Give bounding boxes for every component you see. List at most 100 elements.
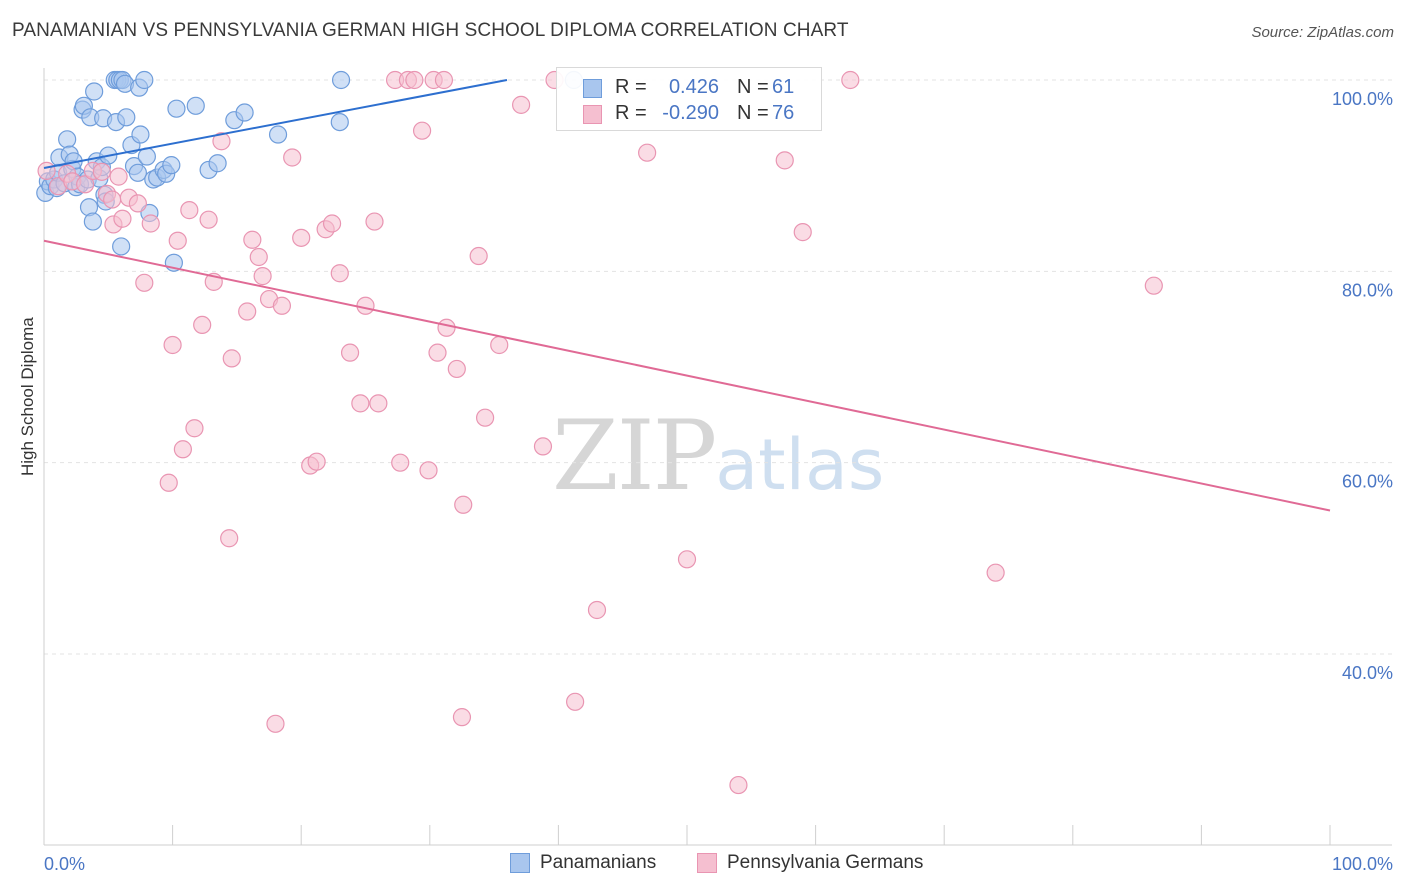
point-panamanians <box>128 163 147 182</box>
stats-n-label: N = <box>737 76 769 98</box>
point-pennsylvania-germans <box>249 247 268 267</box>
point-pennsylvania-germans <box>351 394 370 413</box>
point-pennsylvania-germans <box>322 214 342 233</box>
point-panamanians <box>162 156 181 175</box>
stats-r-label: R = <box>615 102 647 124</box>
point-pennsylvania-germans <box>180 201 199 220</box>
stats-swatch-pink <box>583 105 602 124</box>
point-pennsylvania-germans <box>490 335 509 355</box>
point-pennsylvania-germans <box>452 708 472 727</box>
point-pennsylvania-germans <box>512 95 531 114</box>
point-pennsylvania-germans <box>475 408 495 427</box>
point-pennsylvania-germans <box>109 167 128 186</box>
point-panamanians <box>330 112 349 132</box>
legend-swatch-blue <box>510 853 530 873</box>
point-pennsylvania-germans <box>212 132 231 151</box>
point-pennsylvania-germans <box>159 473 178 492</box>
point-pennsylvania-germans <box>193 315 212 335</box>
stats-r-value: 0.426 <box>668 76 719 98</box>
point-pennsylvania-germans <box>729 775 748 795</box>
point-pennsylvania-germans <box>405 70 424 90</box>
source-credit: Source: ZipAtlas.com <box>1251 24 1394 41</box>
point-pennsylvania-germans <box>587 600 607 620</box>
x-tick-label: 0.0% <box>44 854 85 874</box>
point-pennsylvania-germans <box>412 121 432 140</box>
point-pennsylvania-germans <box>141 214 160 233</box>
legend-label: Panamanians <box>540 852 657 873</box>
point-pennsylvania-germans <box>243 230 262 249</box>
point-pennsylvania-germans <box>283 148 302 167</box>
stats-box: R = 0.426 N = 61 R = -0.290 N = 76 <box>556 67 822 131</box>
stats-n-value: 76 <box>772 102 795 124</box>
point-pennsylvania-germans <box>113 209 132 228</box>
point-pennsylvania-germans <box>103 190 122 209</box>
point-pennsylvania-germans <box>199 210 218 229</box>
stats-n-value: 61 <box>772 76 795 98</box>
point-panamanians <box>186 96 205 115</box>
point-pennsylvania-germans <box>76 175 95 194</box>
trendline-panamanians <box>43 79 508 169</box>
point-pennsylvania-germans <box>638 143 657 162</box>
point-pennsylvania-germans <box>266 714 285 733</box>
legend-swatch-pink <box>697 853 717 873</box>
y-tick-label: 80.0% <box>1342 280 1393 300</box>
point-pennsylvania-germans <box>135 273 154 292</box>
point-pennsylvania-germans <box>986 563 1005 582</box>
point-pennsylvania-germans <box>330 264 349 283</box>
point-pennsylvania-germans <box>128 194 147 213</box>
point-pennsylvania-germans <box>220 529 239 548</box>
point-panamanians <box>135 70 154 90</box>
point-pennsylvania-germans <box>238 302 257 321</box>
point-pennsylvania-germans <box>37 161 56 180</box>
point-panamanians <box>208 154 227 173</box>
legend-label: Pennsylvania Germans <box>727 852 924 873</box>
point-panamanians <box>167 99 186 118</box>
stats-r-value: -0.290 <box>662 102 719 124</box>
point-pennsylvania-germans <box>163 335 182 355</box>
point-pennsylvania-germans <box>307 452 326 471</box>
point-pennsylvania-germans <box>292 228 311 247</box>
point-pennsylvania-germans <box>533 437 553 456</box>
point-pennsylvania-germans <box>434 70 454 90</box>
watermark-atlas: atlas <box>715 424 885 506</box>
point-panamanians <box>331 70 351 90</box>
point-pennsylvania-germans <box>253 267 272 286</box>
point-panamanians <box>112 237 131 256</box>
point-pennsylvania-germans <box>419 461 438 480</box>
point-pennsylvania-germans <box>841 70 860 90</box>
point-panamanians <box>83 212 102 231</box>
legend: Panamanians Pennsylvania Germans <box>0 852 1406 878</box>
watermark: ZIPatlas <box>552 400 884 512</box>
point-pennsylvania-germans <box>677 550 697 569</box>
point-panamanians <box>131 125 150 144</box>
point-pennsylvania-germans <box>185 419 204 438</box>
point-pennsylvania-germans <box>1144 276 1163 295</box>
point-panamanians <box>117 108 136 127</box>
point-panamanians <box>85 82 104 101</box>
point-pennsylvania-germans <box>340 343 360 362</box>
point-pennsylvania-germans <box>92 162 111 181</box>
point-pennsylvania-germans <box>168 231 187 250</box>
point-pennsylvania-germans <box>272 296 292 315</box>
x-tick-label: 100.0% <box>1332 854 1393 874</box>
y-tick-label: 60.0% <box>1342 472 1393 492</box>
point-pennsylvania-germans <box>369 394 388 413</box>
point-panamanians <box>58 130 77 149</box>
trendline-pennsylvania-germans <box>43 239 1331 512</box>
point-pennsylvania-germans <box>447 359 466 379</box>
watermark-zip: ZIP <box>552 400 717 512</box>
point-pennsylvania-germans <box>365 212 384 231</box>
point-pennsylvania-germans <box>566 692 585 711</box>
y-tick-label: 40.0% <box>1342 663 1393 683</box>
stats-r-label: R = <box>615 76 647 98</box>
stats-swatch-blue <box>583 79 602 98</box>
stats-n-label: N = <box>737 102 769 124</box>
point-pennsylvania-germans <box>454 495 473 514</box>
point-pennsylvania-germans <box>793 223 812 242</box>
chart-title: PANAMANIAN VS PENNSYLVANIA GERMAN HIGH S… <box>12 20 849 41</box>
point-pennsylvania-germans <box>356 296 375 315</box>
point-pennsylvania-germans <box>469 246 488 266</box>
point-pennsylvania-germans <box>437 318 456 337</box>
point-panamanians <box>268 125 288 144</box>
